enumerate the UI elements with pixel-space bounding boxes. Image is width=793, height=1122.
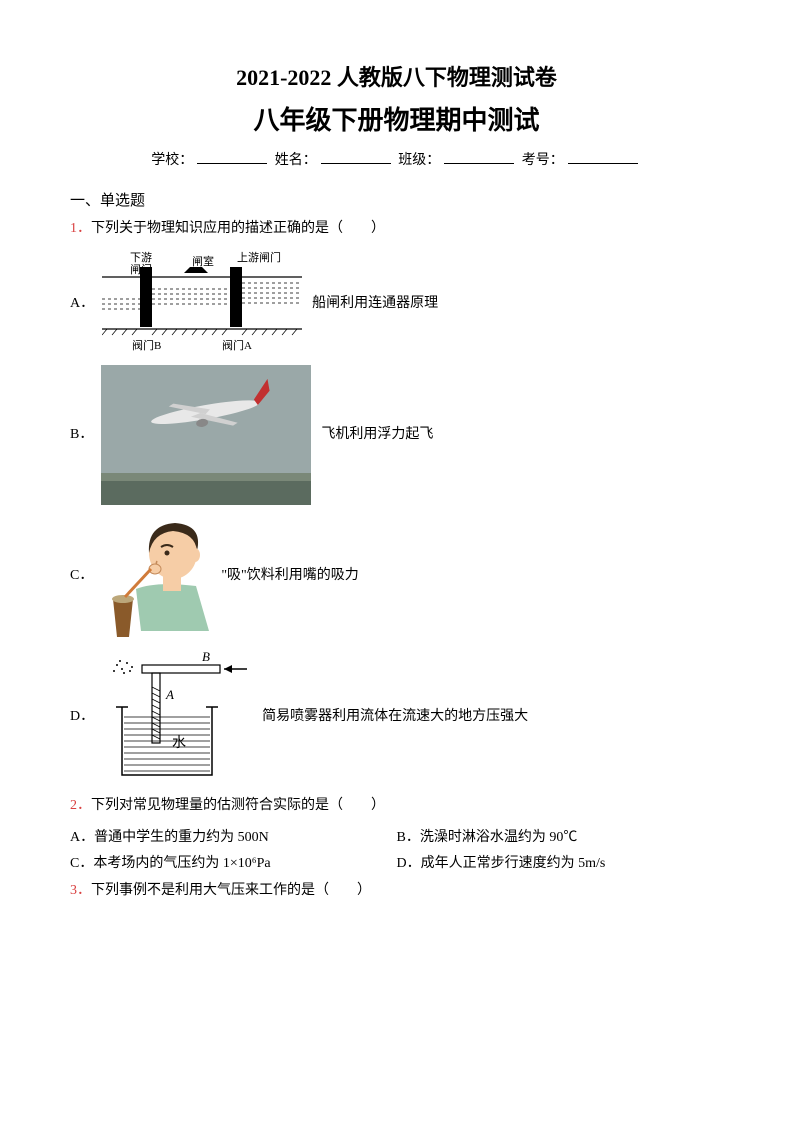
- q1-option-b: B． 飞机利用浮力起飞: [70, 365, 723, 505]
- q1-optC-text: "吸"饮料利用嘴的吸力: [221, 565, 358, 587]
- q3-stem: 下列事例不是利用大气压来工作的是（ ）: [91, 883, 371, 898]
- q2-optB-text: 洗澡时淋浴水温约为 90℃: [420, 830, 578, 845]
- blank-school[interactable]: [197, 163, 267, 164]
- blank-examno[interactable]: [568, 163, 638, 164]
- q2-option-d: D．成年人正常步行速度约为 5m/s: [397, 852, 724, 872]
- q1-figD: B A: [102, 647, 252, 787]
- q1-optC-label: C．: [70, 565, 93, 587]
- ship-lock-diagram-icon: 下游 闸门 闸室 上游闸门: [102, 249, 302, 359]
- figA-label-chamber: 闸室: [192, 254, 214, 268]
- figA-label-valveB: 阀门B: [132, 338, 161, 352]
- q2-optA-label: A．: [70, 830, 94, 845]
- q1-number: 1．: [70, 221, 91, 236]
- question-2: 2．下列对常见物理量的估测符合实际的是（ ）: [70, 793, 723, 818]
- q2-optC-text: 本考场内的气压约为 1×10⁶Pa: [93, 856, 270, 871]
- q1-stem: 下列关于物理知识应用的描述正确的是（ ）: [91, 221, 385, 236]
- q1-optD-label: D．: [70, 706, 94, 728]
- q2-optD-label: D．: [397, 856, 421, 871]
- label-examno: 考号：: [522, 153, 564, 168]
- figA-label-valveA: 阀门A: [222, 338, 252, 352]
- q2-optD-text: 成年人正常步行速度约为 5m/s: [421, 856, 606, 871]
- q2-optB-label: B．: [397, 830, 420, 845]
- q1-option-d: D． B A: [70, 647, 723, 787]
- sprayer-diagram-icon: B A: [102, 647, 252, 787]
- title-main: 2021-2022 人教版八下物理测试卷: [70, 60, 723, 92]
- q2-optA-text: 普通中学生的重力约为 500N: [94, 830, 269, 845]
- student-info-line: 学校： 姓名： 班级： 考号：: [70, 149, 723, 169]
- figA-label-upstream: 上游闸门: [237, 250, 281, 264]
- label-school: 学校：: [151, 153, 193, 168]
- figD-label-A: A: [165, 687, 174, 702]
- q2-number: 2．: [70, 798, 91, 813]
- q2-options: A．普通中学生的重力约为 500N B．洗澡时淋浴水温约为 90℃ C．本考场内…: [70, 826, 723, 878]
- q3-number: 3．: [70, 883, 91, 898]
- label-name: 姓名：: [275, 153, 317, 168]
- q1-figB: [101, 365, 311, 505]
- airplane-photo-icon: [101, 365, 311, 505]
- q1-optD-text: 简易喷雾器利用流体在流速大的地方压强大: [262, 706, 528, 728]
- q1-option-c: C． "吸"饮料利用嘴的吸力: [70, 511, 723, 641]
- q2-option-c: C．本考场内的气压约为 1×10⁶Pa: [70, 852, 397, 872]
- section-heading: 一、单选题: [70, 189, 723, 210]
- question-3: 3．下列事例不是利用大气压来工作的是（ ）: [70, 878, 723, 903]
- blank-name[interactable]: [321, 163, 391, 164]
- q1-option-a: A． 下游 闸门 闸室 上游闸门: [70, 249, 723, 359]
- q1-optB-text: 飞机利用浮力起飞: [321, 424, 433, 446]
- label-class: 班级：: [398, 153, 440, 168]
- q1-optA-text: 船闸利用连通器原理: [312, 293, 438, 315]
- q1-optB-label: B．: [70, 424, 93, 446]
- question-1: 1．下列关于物理知识应用的描述正确的是（ ）: [70, 216, 723, 241]
- blank-class[interactable]: [444, 163, 514, 164]
- q2-stem: 下列对常见物理量的估测符合实际的是（ ）: [91, 798, 385, 813]
- q1-figA: 下游 闸门 闸室 上游闸门: [102, 249, 302, 359]
- q2-option-b: B．洗澡时淋浴水温约为 90℃: [397, 826, 724, 846]
- figD-label-B: B: [202, 649, 210, 664]
- q1-figC: [101, 511, 211, 641]
- title-sub: 八年级下册物理期中测试: [70, 100, 723, 137]
- figD-label-water: 水: [172, 735, 186, 751]
- q2-optC-label: C．: [70, 856, 93, 871]
- boy-drinking-icon: [101, 511, 211, 641]
- q2-option-a: A．普通中学生的重力约为 500N: [70, 826, 397, 846]
- q1-optA-label: A．: [70, 293, 94, 315]
- figA-label-downstream: 下游: [130, 251, 152, 264]
